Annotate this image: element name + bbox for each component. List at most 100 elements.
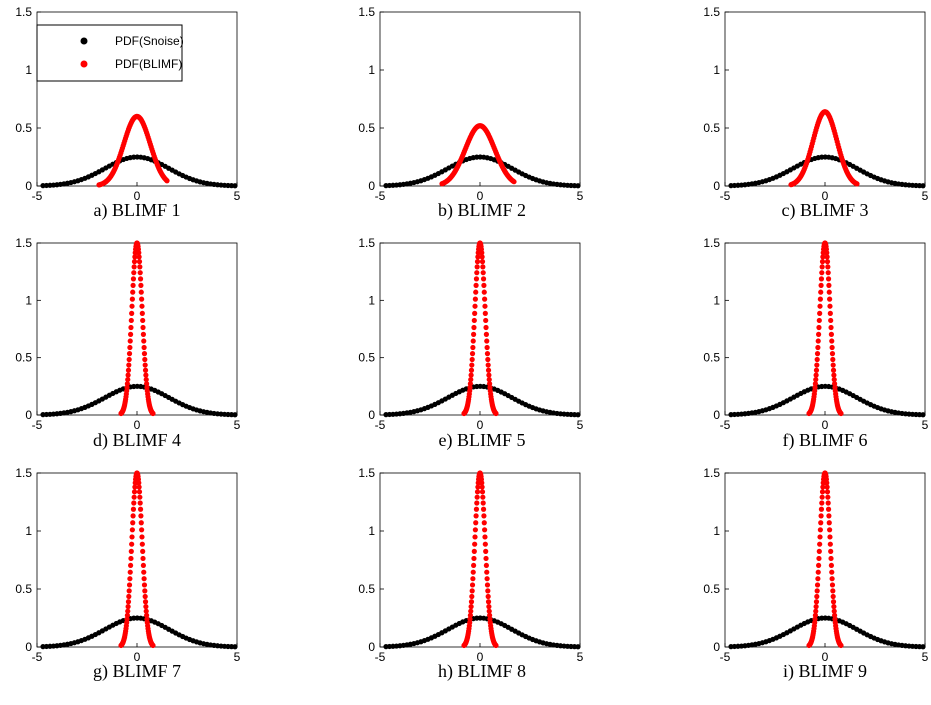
- data-point: [817, 296, 823, 302]
- data-point: [828, 555, 834, 562]
- data-point: [575, 644, 581, 650]
- data-point: [129, 303, 135, 309]
- data-point: [820, 484, 826, 490]
- data-point: [813, 608, 819, 614]
- data-point: [819, 270, 825, 276]
- x-tick-label: 5: [577, 189, 584, 203]
- data-point: [143, 608, 149, 614]
- data-point: [139, 303, 145, 309]
- data-point: [124, 381, 130, 387]
- x-tick-label: -5: [720, 418, 731, 432]
- data-point: [812, 381, 819, 387]
- data-point: [479, 480, 485, 486]
- data-point: [142, 588, 148, 594]
- x-tick-label: 5: [922, 189, 929, 203]
- data-point: [467, 384, 473, 391]
- data-point: [827, 527, 833, 533]
- legend: PDF(Snoise) PDF(BLIMF): [36, 24, 184, 82]
- data-point: [487, 612, 493, 618]
- data-point: [827, 303, 833, 309]
- x-tick-label: 0: [134, 650, 141, 664]
- panel-caption: e) BLIMF 5: [439, 430, 526, 451]
- y-tick-label: 0.5: [358, 582, 375, 596]
- x-tick-label: 5: [234, 650, 241, 664]
- data-point: [474, 489, 481, 495]
- data-point: [816, 555, 822, 562]
- data-point: [482, 310, 488, 316]
- y-tick-label: 1: [713, 293, 720, 307]
- data-point: [125, 604, 131, 610]
- data-point: [827, 534, 833, 540]
- chart-panel-3: 00.511.5-5 0 5c) BLIMF 3: [703, 5, 928, 221]
- data-point: [480, 270, 486, 276]
- data-point: [812, 616, 818, 622]
- data-point: [131, 270, 137, 276]
- data-point: [468, 599, 475, 605]
- data-point: [479, 489, 486, 495]
- data-point: [829, 351, 836, 357]
- data-point: [125, 376, 131, 383]
- data-point: [485, 593, 491, 600]
- data-point: [138, 289, 144, 295]
- data-point: [139, 296, 145, 302]
- series-snoise: [40, 383, 238, 418]
- data-point: [473, 520, 479, 526]
- data-point: [479, 484, 485, 490]
- data-point: [124, 612, 130, 618]
- data-point: [813, 376, 819, 383]
- data-point: [480, 500, 486, 506]
- data-point: [142, 599, 149, 605]
- data-point: [125, 372, 131, 378]
- data-point: [127, 344, 133, 351]
- data-point: [124, 384, 130, 391]
- data-point: [830, 593, 836, 600]
- y-tick-label: 0.5: [15, 121, 32, 135]
- data-point: [816, 548, 822, 554]
- data-point: [816, 324, 822, 331]
- data-point: [818, 520, 824, 526]
- data-point: [129, 310, 135, 316]
- data-point: [819, 500, 825, 506]
- data-point: [472, 303, 478, 309]
- data-point: [484, 576, 490, 582]
- data-point: [829, 582, 836, 588]
- y-tick-label: 1: [25, 63, 32, 77]
- data-point: [130, 513, 136, 519]
- data-point: [472, 296, 478, 302]
- data-point: [137, 506, 144, 512]
- y-tick-label: 0.5: [703, 121, 720, 135]
- data-point: [140, 555, 146, 562]
- data-point: [471, 555, 477, 562]
- data-point: [468, 372, 474, 378]
- data-point: [481, 513, 487, 519]
- x-tick-label: -5: [375, 418, 386, 432]
- data-point: [813, 372, 819, 378]
- data-point: [142, 356, 148, 363]
- data-point: [467, 616, 473, 622]
- data-point: [824, 480, 830, 486]
- data-point: [473, 289, 479, 295]
- data-point: [485, 599, 492, 605]
- data-point: [485, 588, 491, 594]
- data-point: [468, 604, 474, 610]
- chart-panel-1: 00.511.5-5 0 5a) BLIMF 1: [15, 5, 240, 221]
- y-tick-label: 1: [368, 63, 375, 77]
- series-blimf: [96, 113, 170, 188]
- data-point: [920, 183, 926, 189]
- data-point: [819, 264, 825, 270]
- data-point: [139, 310, 145, 316]
- y-tick-label: 0.5: [15, 582, 32, 596]
- y-tick-label: 0.5: [703, 582, 720, 596]
- data-point: [818, 506, 825, 512]
- data-point: [575, 183, 581, 189]
- data-point: [824, 489, 831, 495]
- data-point: [815, 344, 821, 351]
- data-point: [131, 264, 137, 270]
- panels-group: 00.511.5-5 0 5a) BLIMF 100.511.5-5 0 5b) BLI…: [15, 5, 928, 682]
- data-point: [812, 384, 818, 391]
- data-point: [825, 500, 831, 506]
- data-point: [129, 527, 135, 533]
- x-tick-label: -5: [375, 650, 386, 664]
- data-point: [825, 270, 831, 276]
- data-point: [824, 250, 830, 256]
